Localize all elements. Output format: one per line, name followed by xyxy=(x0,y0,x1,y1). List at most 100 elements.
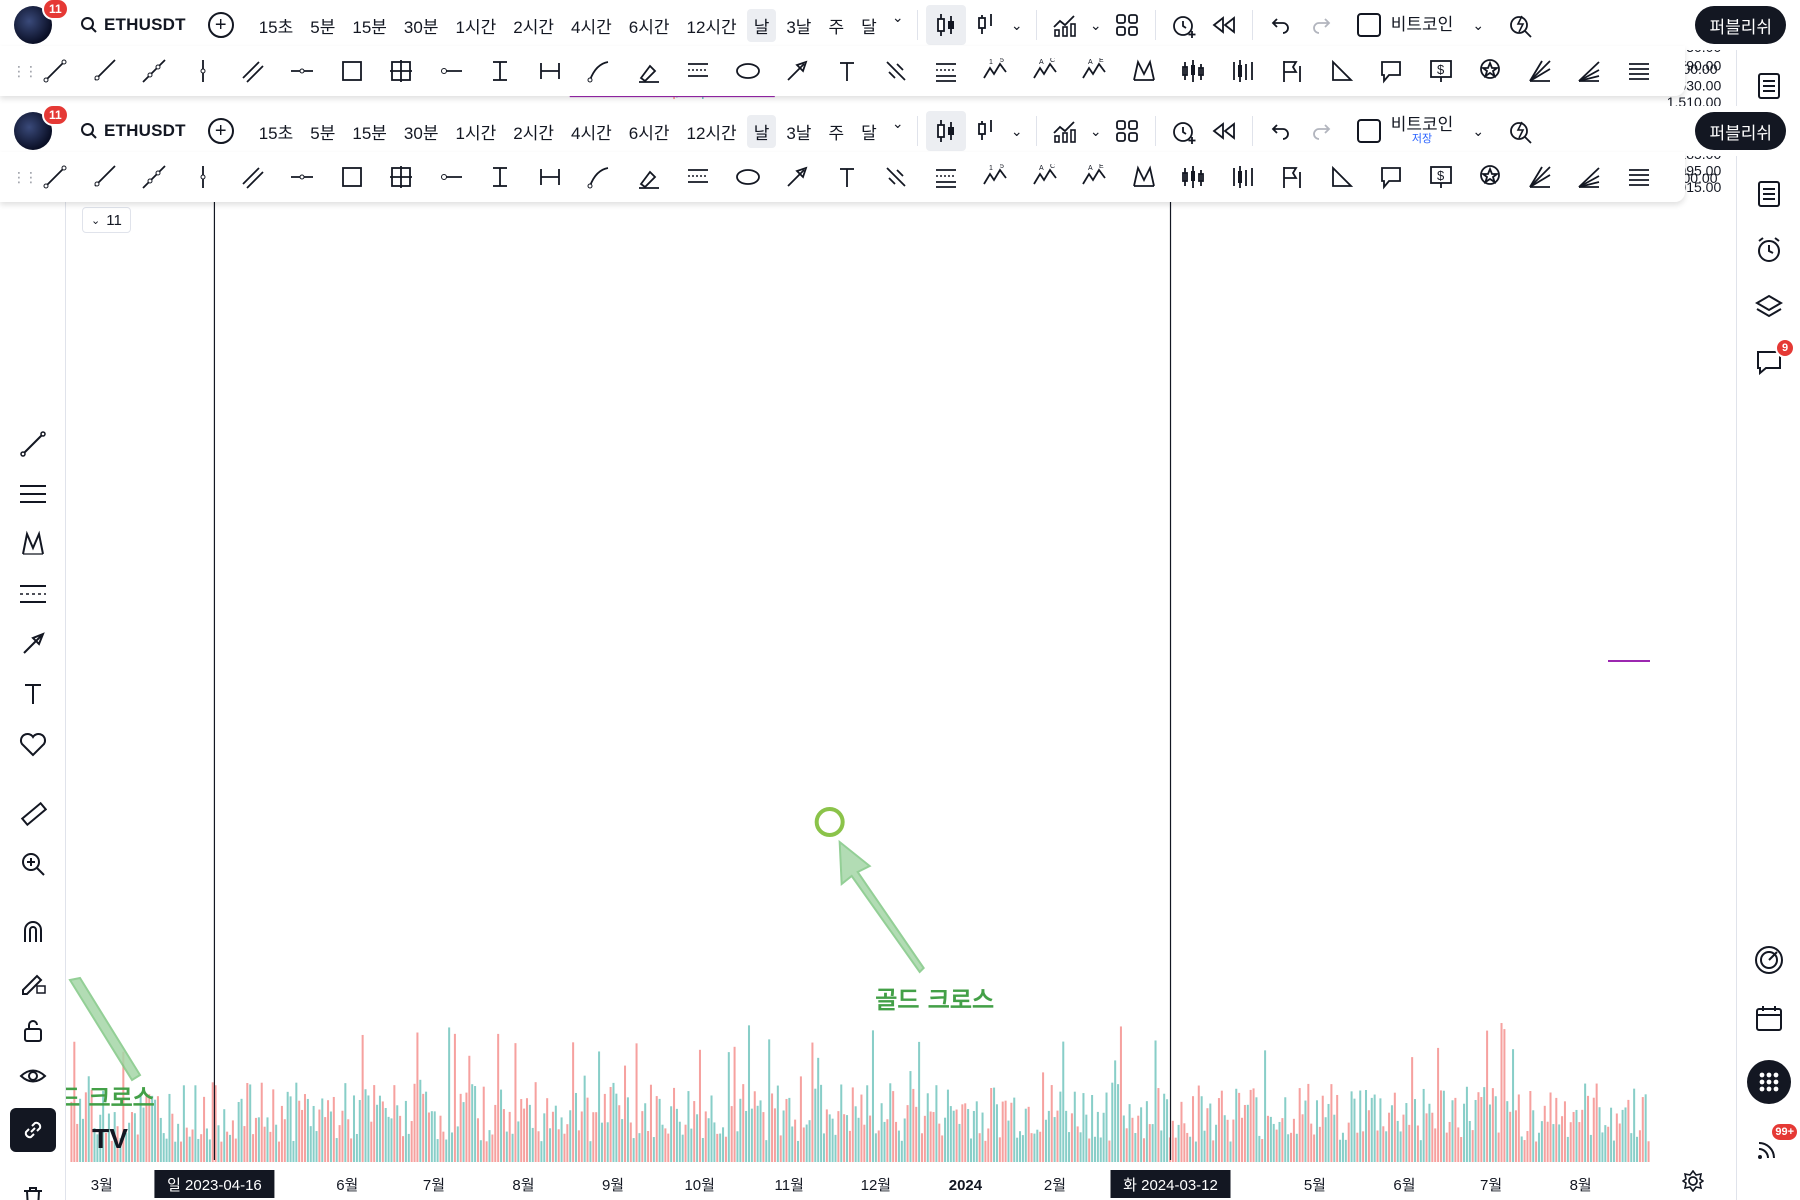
interval-3[interactable]: 30분 xyxy=(403,123,439,143)
brush-tool[interactable] xyxy=(624,51,674,91)
trend-line-tool[interactable] xyxy=(30,51,80,91)
callout-tool[interactable] xyxy=(1367,51,1417,91)
favorites-tool[interactable] xyxy=(10,722,56,766)
watchlist-button-2[interactable] xyxy=(1749,174,1789,214)
crosshair-box-tool[interactable] xyxy=(377,51,427,91)
interval-7[interactable]: 6시간 xyxy=(628,17,670,37)
extended-line-tool[interactable] xyxy=(129,51,179,91)
lock-drawings-edit-tool[interactable] xyxy=(10,960,56,1004)
triangle-tool[interactable] xyxy=(1317,157,1367,197)
flag-marker-tool[interactable] xyxy=(1268,157,1318,197)
measure-tool[interactable] xyxy=(10,792,56,836)
date-range-tool[interactable] xyxy=(525,51,575,91)
price-note-tool[interactable]: $ xyxy=(1416,51,1466,91)
interval-5[interactable]: 2시간 xyxy=(513,17,554,37)
chevron-down-icon[interactable]: ⌄ xyxy=(1089,122,1102,139)
strike-tool-tool[interactable] xyxy=(872,51,922,91)
vertical-line-tool[interactable] xyxy=(179,51,229,91)
compare-symbol-button[interactable]: + xyxy=(207,118,234,144)
ellipse-tool[interactable] xyxy=(723,51,773,91)
interval-5[interactable]: 2시간 xyxy=(513,123,554,143)
interval-9[interactable]: 날 xyxy=(746,114,777,148)
path-tool[interactable] xyxy=(575,157,625,197)
drag-handle-icon[interactable]: ⋮⋮ xyxy=(12,169,38,185)
price-range-tool[interactable] xyxy=(476,157,526,197)
interval-12[interactable]: 달 xyxy=(861,123,877,143)
menu-tool[interactable] xyxy=(1614,51,1664,91)
layout-checkbox[interactable] xyxy=(1356,13,1381,37)
path-tool[interactable] xyxy=(575,51,625,91)
interval-8[interactable]: 12시간 xyxy=(686,17,737,37)
interval-9[interactable]: 날 xyxy=(746,8,777,42)
interval-2[interactable]: 15분 xyxy=(352,17,387,37)
interval-10[interactable]: 3날 xyxy=(786,123,812,143)
date-range-tool[interactable] xyxy=(525,157,575,197)
interval-11[interactable]: 주 xyxy=(828,123,845,143)
redo-button[interactable] xyxy=(1301,111,1341,151)
ideas-stream-button[interactable] xyxy=(1749,940,1789,980)
arrow-tool[interactable] xyxy=(773,157,823,197)
interval-4[interactable]: 1시간 xyxy=(455,17,497,37)
chevron-down-icon[interactable]: ⌄ xyxy=(1472,16,1485,33)
gann-fan-tool[interactable] xyxy=(921,51,971,91)
layouts-button[interactable] xyxy=(1107,5,1147,45)
ray-tool[interactable] xyxy=(80,157,130,197)
short-position-tool[interactable] xyxy=(1218,51,1268,91)
trend-line-tool[interactable] xyxy=(30,157,80,197)
layouts-button[interactable] xyxy=(1107,111,1147,151)
object-tree-button[interactable] xyxy=(1749,286,1789,326)
menu-tool[interactable] xyxy=(1614,157,1664,197)
symbol-search[interactable]: ETHUSDT xyxy=(80,121,186,141)
publish-button[interactable]: 퍼블리쉬 xyxy=(1695,112,1786,150)
bars-style-button[interactable] xyxy=(966,111,1006,151)
chart-layout-name[interactable]: 비트코인 xyxy=(1391,16,1454,34)
undo-button[interactable] xyxy=(1261,5,1301,45)
hide-drawings-tool[interactable] xyxy=(10,1054,56,1098)
redo-button[interactable] xyxy=(1301,5,1341,45)
text-tool[interactable] xyxy=(822,157,872,197)
flag-marker-tool[interactable] xyxy=(1268,51,1318,91)
text-tool[interactable] xyxy=(10,672,56,716)
news-feed-button[interactable]: 99+ xyxy=(1749,1122,1799,1168)
vertical-line-tool[interactable] xyxy=(179,157,229,197)
ellipse-tool[interactable] xyxy=(723,157,773,197)
parallel-channel-tool[interactable] xyxy=(228,157,278,197)
chart-layout-name[interactable]: 비트코인 저장 xyxy=(1391,116,1454,145)
zoom-tool[interactable] xyxy=(10,842,56,886)
rectangle-tool[interactable] xyxy=(327,51,377,91)
interval-0[interactable]: 15초 xyxy=(258,123,294,143)
products-menu-button[interactable] xyxy=(1747,1060,1791,1104)
remove-drawings-tool[interactable] xyxy=(10,1176,56,1200)
indicators-button[interactable] xyxy=(1045,111,1085,151)
interval-1[interactable]: 5분 xyxy=(310,123,336,143)
triangle-tool[interactable] xyxy=(1317,51,1367,91)
rectangle-tool[interactable] xyxy=(327,157,377,197)
interval-6[interactable]: 4시간 xyxy=(570,17,612,37)
forecast-tool[interactable] xyxy=(10,572,56,616)
alert-button[interactable] xyxy=(1164,5,1204,45)
quick-search-button[interactable] xyxy=(1501,5,1541,45)
interval-0[interactable]: 15초 xyxy=(258,17,294,37)
price-range-tool[interactable] xyxy=(476,51,526,91)
star-marker-tool[interactable] xyxy=(1466,51,1516,91)
star-marker-tool[interactable] xyxy=(1466,157,1516,197)
undo-button[interactable] xyxy=(1261,111,1301,151)
horizontal-line-tool[interactable] xyxy=(278,51,328,91)
interval-8[interactable]: 12시간 xyxy=(686,123,737,143)
horizontal-ray-tool[interactable] xyxy=(426,51,476,91)
long-position-tool[interactable] xyxy=(1169,157,1219,197)
pattern-tool[interactable] xyxy=(10,522,56,566)
arrow-tool[interactable] xyxy=(10,622,56,666)
interval-2[interactable]: 15분 xyxy=(352,123,387,143)
interval-11[interactable]: 주 xyxy=(828,17,845,37)
interval-10[interactable]: 3날 xyxy=(786,17,812,37)
gann-fan-tool[interactable] xyxy=(921,157,971,197)
candles-style-button[interactable] xyxy=(925,5,966,45)
alerts-button[interactable] xyxy=(1749,230,1789,270)
chevron-down-icon[interactable]: ⌄ xyxy=(1010,16,1023,33)
